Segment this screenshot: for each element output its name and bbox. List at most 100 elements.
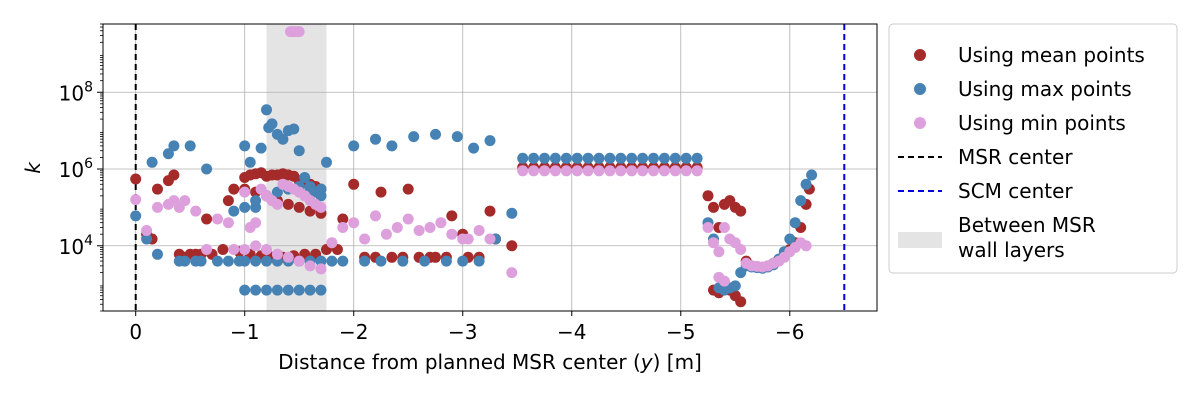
max-point [348, 140, 360, 152]
min-point [549, 165, 561, 177]
max-point [637, 152, 649, 164]
min-point [637, 165, 649, 177]
min-point [315, 263, 327, 275]
max-point [795, 195, 807, 207]
mean-point [152, 183, 163, 195]
y-axis-label: k [21, 161, 45, 174]
max-point [321, 156, 332, 168]
max-point [658, 152, 670, 164]
mean-point [386, 251, 398, 263]
min-point [735, 244, 747, 255]
max-point [179, 255, 191, 267]
max-point [440, 255, 452, 267]
max-point [304, 284, 316, 296]
mean-point [484, 205, 496, 217]
min-point [413, 225, 425, 236]
min-point [517, 165, 529, 177]
mean-point [375, 186, 387, 198]
min-point [152, 201, 163, 213]
min-point [626, 165, 638, 177]
min-point [326, 237, 338, 249]
max-point [408, 131, 420, 143]
max-point [146, 156, 158, 168]
max-point [184, 140, 196, 152]
min-point [337, 222, 349, 233]
max-point [430, 128, 441, 140]
legend-frame [888, 23, 1178, 274]
max-point [593, 152, 605, 164]
mean-point [735, 205, 747, 217]
max-point [261, 284, 272, 296]
min-point [212, 213, 223, 225]
max-point [271, 186, 283, 198]
min-point [691, 165, 703, 177]
max-point [195, 255, 207, 267]
legend-marker-mean [914, 49, 926, 61]
max-point [457, 255, 469, 267]
min-point [190, 205, 202, 217]
mean-point [130, 173, 142, 185]
min-point [293, 255, 305, 267]
min-point [250, 217, 262, 229]
min-point [571, 165, 583, 177]
max-point [282, 284, 294, 296]
max-point [626, 152, 638, 164]
min-point [718, 275, 730, 287]
max-point [152, 248, 163, 260]
max-point [528, 152, 540, 164]
min-point [708, 237, 719, 249]
max-point [255, 142, 267, 154]
legend-label-wall-layers: Between MSR wall layers [958, 213, 1096, 262]
max-point [680, 152, 692, 164]
max-point [271, 284, 283, 296]
max-point [473, 255, 485, 267]
y-tick-label: 106 [59, 156, 93, 182]
min-point [582, 165, 594, 177]
x-tick-label: −5 [666, 320, 695, 344]
mean-point [337, 213, 349, 225]
min-point [539, 165, 550, 177]
max-point [250, 255, 262, 267]
min-point [604, 165, 616, 177]
mean-point [702, 190, 714, 202]
min-point [593, 165, 605, 177]
max-point [315, 255, 327, 267]
max-point [539, 152, 550, 164]
min-point [506, 267, 518, 279]
max-point [326, 255, 338, 267]
min-point [702, 222, 714, 233]
min-point [680, 165, 692, 177]
max-point [691, 152, 703, 164]
min-point [304, 260, 316, 272]
x-axis-label: Distance from planned MSR center (y) [m] [278, 350, 702, 374]
min-point [261, 244, 272, 255]
max-point [419, 255, 431, 267]
min-point [228, 244, 240, 255]
max-point [669, 152, 681, 164]
min-point [239, 186, 251, 198]
max-point [293, 284, 305, 296]
max-point [370, 133, 381, 145]
max-point [484, 135, 496, 147]
max-point [386, 140, 398, 152]
max-point [615, 152, 627, 164]
max-point [239, 201, 251, 213]
min-point [560, 165, 572, 177]
mean-point [201, 213, 213, 225]
max-point [244, 156, 256, 168]
max-point [517, 152, 529, 164]
max-point [212, 255, 223, 267]
min-point [293, 26, 305, 38]
plot-frame [102, 23, 878, 312]
legend-label-min: Using min points [958, 111, 1126, 135]
mean-point [282, 198, 294, 210]
min-point [402, 213, 414, 225]
min-point [462, 233, 474, 245]
min-point [380, 228, 392, 240]
max-point [375, 255, 387, 267]
mean-point [506, 240, 518, 252]
x-tick-label: −3 [448, 320, 477, 344]
min-point [658, 165, 670, 177]
mean-point [168, 169, 180, 181]
